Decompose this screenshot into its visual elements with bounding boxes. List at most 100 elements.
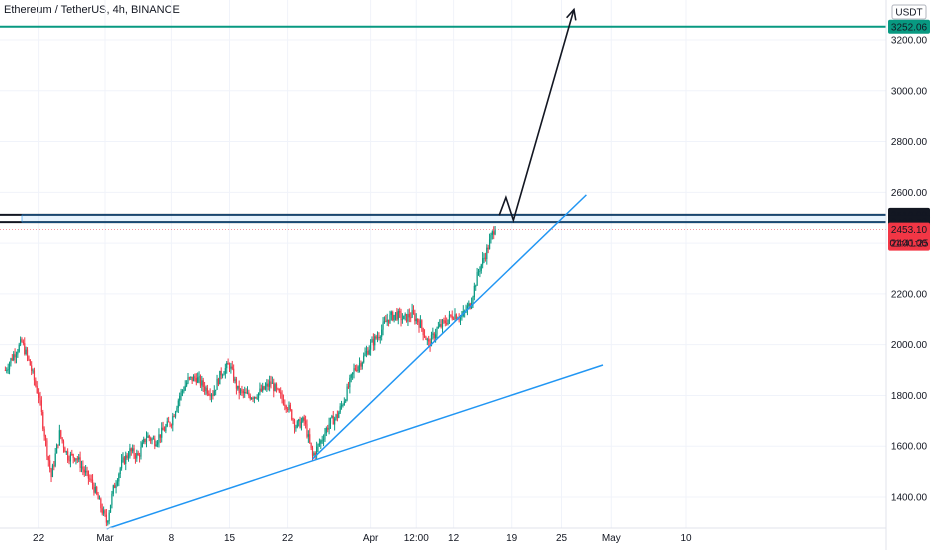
candle-body	[453, 318, 455, 320]
candle-body	[245, 392, 247, 394]
candle-body	[278, 389, 280, 393]
candle-body	[94, 486, 96, 493]
candle-body	[389, 314, 391, 323]
candle-body	[430, 334, 433, 347]
candle-body	[80, 466, 83, 468]
candle-body	[488, 239, 491, 250]
candle-body	[334, 418, 336, 425]
currency-badge[interactable]	[891, 4, 927, 20]
last-price-badge[interactable]	[888, 222, 930, 251]
candle-body	[239, 389, 242, 394]
candle-body	[340, 405, 343, 407]
candle-body	[399, 311, 401, 313]
candle-body	[363, 355, 365, 363]
candle-body	[194, 376, 196, 379]
candle-body	[479, 270, 481, 272]
candle-body	[213, 390, 215, 396]
candle-body	[484, 257, 487, 260]
candle-body	[339, 406, 341, 413]
candle-body	[90, 479, 92, 481]
candle-body	[436, 328, 438, 335]
candle-body	[397, 311, 399, 320]
candle-body	[440, 324, 442, 327]
candle-body	[338, 412, 340, 418]
candle-body	[327, 428, 329, 430]
candle-body	[282, 399, 285, 405]
candle-body	[332, 416, 334, 425]
candle-body	[381, 329, 383, 337]
time-tick-label: 22	[282, 533, 294, 544]
candle-body	[68, 460, 70, 462]
candle-body	[118, 474, 120, 482]
candle-body	[370, 342, 372, 350]
candle-body	[36, 385, 38, 394]
candle-body	[475, 285, 477, 287]
candle-body	[21, 339, 23, 342]
candle-body	[173, 416, 175, 418]
candle-body	[422, 328, 424, 336]
candle-body	[144, 438, 146, 443]
candle-body	[31, 365, 33, 371]
candle-body	[78, 457, 80, 460]
candle-body	[134, 455, 137, 459]
candle-body	[231, 366, 233, 369]
candle-body	[237, 385, 239, 389]
candle-body	[346, 386, 348, 401]
candle-body	[17, 351, 19, 355]
level-badge[interactable]	[888, 19, 930, 34]
candle-body	[448, 314, 451, 320]
candle-body	[288, 404, 290, 410]
candle-body	[407, 313, 409, 322]
candle-body	[158, 434, 160, 442]
candle-body	[274, 384, 276, 392]
candle-body	[217, 379, 220, 385]
candle-body	[296, 421, 298, 428]
level-zone[interactable]	[21, 214, 887, 223]
price-axis[interactable]: USDT 1400.00 1600.00 1800.00 2000.00 2200.00 2…	[885, 0, 928, 550]
candle-body	[461, 315, 463, 317]
chart-title: Ethereum / TetherUS, 4h, BINANCE	[4, 4, 180, 16]
candle-body	[152, 438, 155, 440]
candle-body	[55, 444, 58, 454]
candle-body	[418, 322, 420, 328]
price-tick-label: 2600.00	[891, 188, 928, 199]
candle-body	[423, 335, 426, 338]
candle-body	[40, 400, 42, 412]
candle-body	[269, 381, 271, 387]
candle-body	[169, 422, 171, 426]
candle-body	[281, 393, 283, 400]
candle-body	[89, 478, 91, 480]
candle-body	[458, 318, 460, 320]
candle-body	[378, 336, 380, 339]
candle-body	[325, 428, 327, 434]
trendline[interactable]	[311, 194, 587, 460]
candle-body	[345, 400, 347, 402]
candle-body	[441, 320, 444, 327]
trendline[interactable]	[106, 364, 604, 530]
candle-body	[412, 309, 415, 314]
candle-body	[491, 231, 493, 235]
candle-body	[426, 339, 428, 341]
candle-body	[109, 504, 112, 513]
candle-body	[414, 313, 416, 322]
candle-body	[321, 440, 323, 442]
candle-body	[143, 438, 145, 443]
candle-body	[408, 313, 410, 318]
projection-arrow[interactable]	[498, 7, 577, 223]
candle-body	[285, 405, 287, 409]
candle-body	[307, 434, 309, 437]
candle-body	[161, 427, 163, 438]
candle-body	[371, 339, 373, 343]
time-tick-label: 25	[556, 533, 568, 544]
countdown-label: 01:41:25	[890, 239, 929, 250]
candle-body	[119, 468, 121, 475]
trendlines[interactable]	[106, 194, 604, 530]
projection-arrowhead[interactable]	[566, 7, 577, 21]
candle-body	[179, 395, 181, 401]
candle-body	[292, 419, 294, 421]
candle-body	[234, 378, 236, 381]
time-axis[interactable]: 22 Mar 8 15 22 Apr 12:00 12 19 25 May 10	[0, 527, 886, 544]
projection-line[interactable]	[498, 9, 575, 223]
